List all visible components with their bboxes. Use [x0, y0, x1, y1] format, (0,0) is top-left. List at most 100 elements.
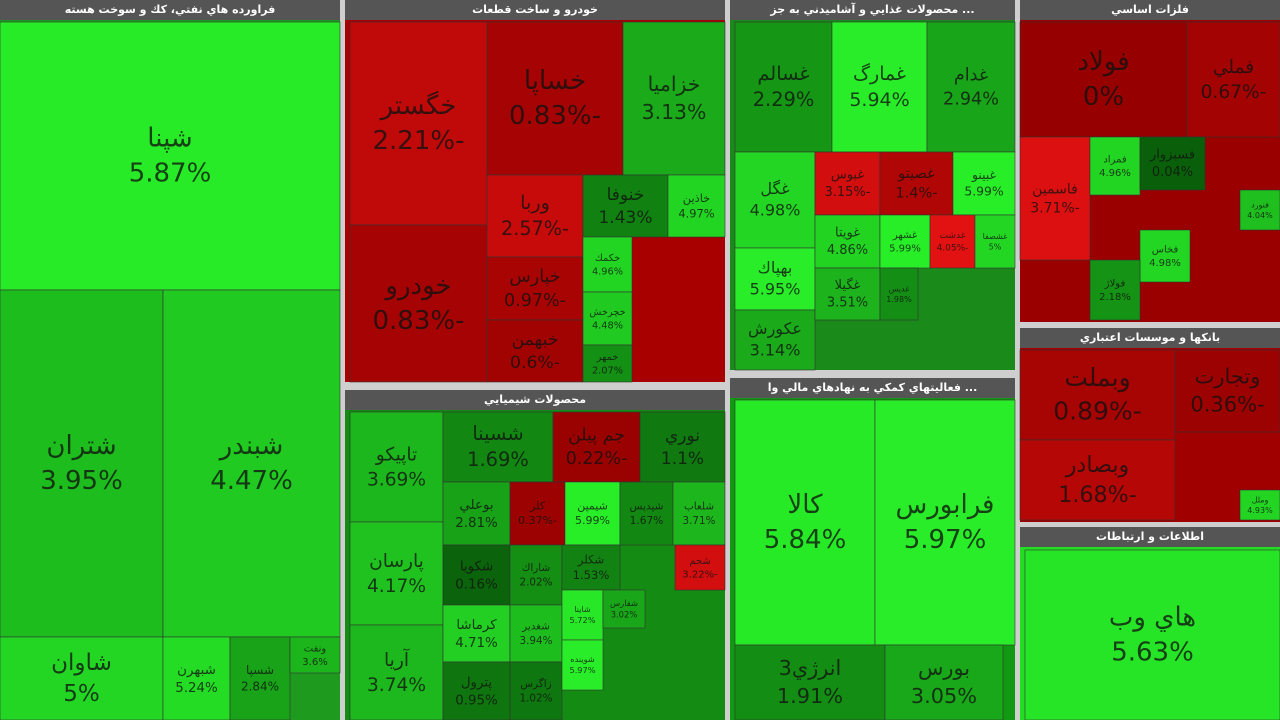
- panel-title: محصولات شيميايي: [484, 393, 586, 406]
- tile-label: خزاميا: [648, 72, 701, 96]
- tile: [486, 174, 584, 258]
- panel-title: ... محصولات غذايي و آشاميدني به جز: [769, 2, 974, 16]
- tile: [561, 544, 621, 591]
- tile: [582, 174, 669, 238]
- tile-value: 4.86%: [827, 243, 868, 258]
- tile: [564, 481, 621, 546]
- tile-value: -0.36%: [1190, 393, 1264, 417]
- tile-label: غبوس: [831, 168, 865, 183]
- tile-value: 1.91%: [777, 684, 843, 708]
- tile-value: 3.51%: [827, 296, 868, 311]
- tile-label: غبينو: [971, 167, 997, 183]
- tile-label: خگستر: [379, 90, 457, 121]
- tile: [734, 21, 833, 153]
- tile-label: وربا: [520, 191, 550, 214]
- tile-value: 3.94%: [519, 635, 552, 647]
- tile-label: آريا: [384, 648, 410, 671]
- panel-title: خودرو و ساخت قطعات: [472, 3, 598, 16]
- tile-label: بوعلي: [459, 498, 493, 513]
- tile-value: 0.16%: [455, 577, 498, 592]
- tile: [1019, 136, 1091, 261]
- tile-label: غصيتو: [897, 165, 935, 182]
- tile-value: -0.6%: [510, 353, 560, 373]
- tile-value: 5.95%: [750, 280, 801, 299]
- tile: [1139, 136, 1206, 191]
- tile-value: 5.63%: [1111, 638, 1194, 668]
- panel-header: [730, 378, 1015, 398]
- tile: [486, 319, 584, 383]
- tile-label: غسالم: [757, 62, 809, 85]
- tile-value: 5.72%: [569, 615, 595, 625]
- tile: [879, 151, 954, 216]
- tile-value: 4.47%: [210, 466, 293, 496]
- tile-label: هاي وب: [1109, 603, 1196, 633]
- tile: [509, 481, 566, 546]
- tile-label: وبملت: [1064, 363, 1130, 393]
- tile-label: وتجارت: [1195, 364, 1261, 388]
- tile-label: كالا: [787, 490, 823, 520]
- tile-value: 2.94%: [943, 89, 999, 109]
- tile-value: 5.99%: [575, 514, 610, 527]
- tile-label: خكمك: [595, 253, 620, 264]
- tile: [486, 21, 624, 176]
- tile-value: -2.57%: [501, 217, 569, 240]
- tile: [667, 174, 726, 238]
- tile-label: غمارگ: [853, 63, 906, 85]
- tile-value: 3.05%: [911, 684, 977, 708]
- tile-value: 4.96%: [1099, 168, 1131, 179]
- tile: [442, 411, 554, 483]
- tile: [672, 481, 726, 546]
- tile-label: ونفت: [304, 644, 327, 655]
- tile-label: فولاد: [1077, 47, 1129, 77]
- tile: [582, 344, 633, 383]
- tile-label: خساپا: [524, 66, 586, 96]
- tile-label: خچرخش: [589, 307, 625, 318]
- tile-value: 4.96%: [592, 266, 623, 277]
- panel-header: [730, 0, 1015, 20]
- panel-header: [0, 0, 340, 20]
- tile: [561, 589, 604, 641]
- tile-value: 4.48%: [592, 320, 623, 331]
- tile: [509, 544, 563, 606]
- panel-header: [1020, 328, 1280, 348]
- tile: [1089, 259, 1141, 321]
- tile-label: فنورد: [1251, 200, 1269, 209]
- tile-label: شكلر: [577, 552, 604, 567]
- tile: [0, 289, 164, 638]
- tile-label: شپنا: [147, 124, 192, 154]
- tile-label: جم پيلن: [568, 426, 625, 446]
- tile-value: 2.84%: [241, 679, 279, 693]
- tile-label: بهپاك: [758, 258, 793, 278]
- tile: [814, 151, 881, 216]
- tile: [162, 289, 341, 638]
- tile-value: 5%: [989, 243, 1002, 252]
- tile-label: غشهر: [892, 230, 917, 241]
- tile-label: فسبزوار: [1149, 148, 1195, 163]
- panel-title: فراورده هاي نفتي، كك و سوخت هسته: [65, 3, 276, 16]
- tile: [582, 291, 633, 346]
- tile: [1139, 229, 1191, 283]
- tile-label: غگل: [760, 179, 789, 198]
- tile-value: 4.17%: [367, 576, 426, 597]
- tile-label: كلر: [529, 499, 546, 512]
- tile-label: شبندر: [218, 431, 284, 461]
- tile: [0, 636, 164, 720]
- tile-label: شكويا: [460, 559, 493, 574]
- tile-value: -3.71%: [1030, 200, 1080, 216]
- tile-value: 4.97%: [678, 206, 714, 220]
- tile: [874, 399, 1016, 646]
- tile-value: 5.84%: [764, 525, 847, 555]
- tile-label: غگيلا: [835, 277, 861, 293]
- tile-label: غشصفا: [983, 232, 1008, 241]
- tile: [814, 267, 881, 321]
- tile: [349, 624, 444, 720]
- tile-value: -0.97%: [504, 291, 566, 311]
- tile-label: خنوفا: [607, 185, 645, 205]
- tile: [349, 224, 488, 383]
- tile: [734, 644, 886, 720]
- tile-label: فاسمين: [1032, 181, 1078, 197]
- tile: [622, 21, 726, 176]
- tile-value: 5.97%: [904, 525, 987, 555]
- tile-label: غدام: [954, 66, 988, 86]
